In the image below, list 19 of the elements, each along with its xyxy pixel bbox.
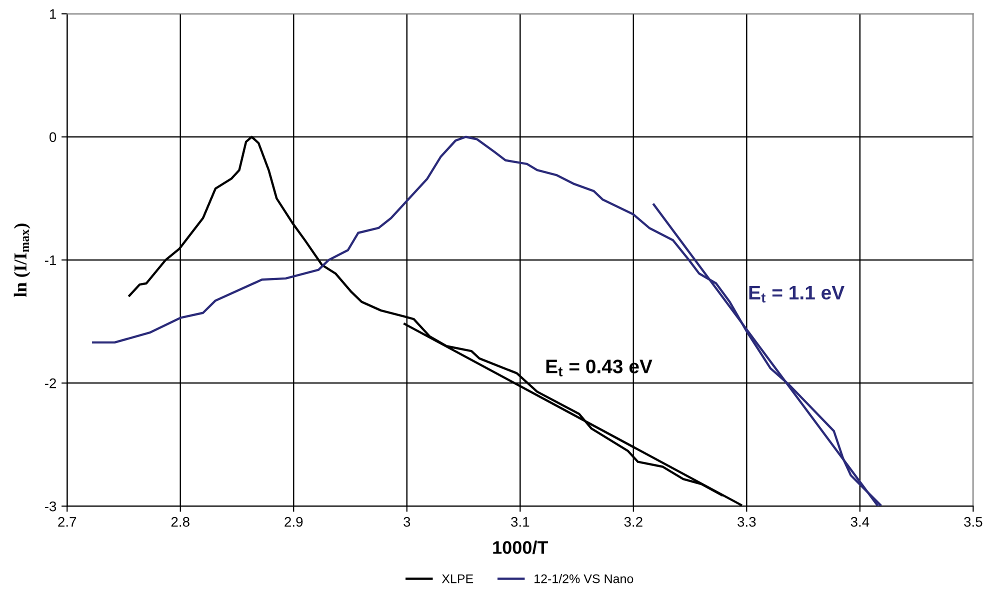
x-tick-label: 3.1 xyxy=(511,516,530,527)
legend-label: XLPE xyxy=(442,574,474,584)
legend-label: 12-1/2% VS Nano xyxy=(534,574,634,584)
x-tick-label: 3.3 xyxy=(738,516,756,527)
y-tick-label: -3 xyxy=(44,501,56,512)
x-tick-label: 2.9 xyxy=(284,516,303,527)
y-tick-label: 1 xyxy=(50,9,56,19)
y-tick-label: 0 xyxy=(50,132,56,142)
annotation: E$_{t}$ = 1.1 eV xyxy=(749,286,844,303)
x-tick-label: 2.8 xyxy=(171,516,190,527)
x-axis-title: 1000/T xyxy=(493,540,548,554)
y-tick-label: -1 xyxy=(44,255,56,265)
x-tick-label: 3.5 xyxy=(964,516,982,527)
x-tick-label: 3.4 xyxy=(850,516,870,527)
x-tick-label: 2.7 xyxy=(58,516,76,527)
y-axis-title: ln (I/I$_{max}$) xyxy=(14,224,30,297)
x-tick-label: 3 xyxy=(404,516,410,527)
x-tick-label: 3.2 xyxy=(624,516,642,527)
y-tick-label: -2 xyxy=(44,378,56,388)
